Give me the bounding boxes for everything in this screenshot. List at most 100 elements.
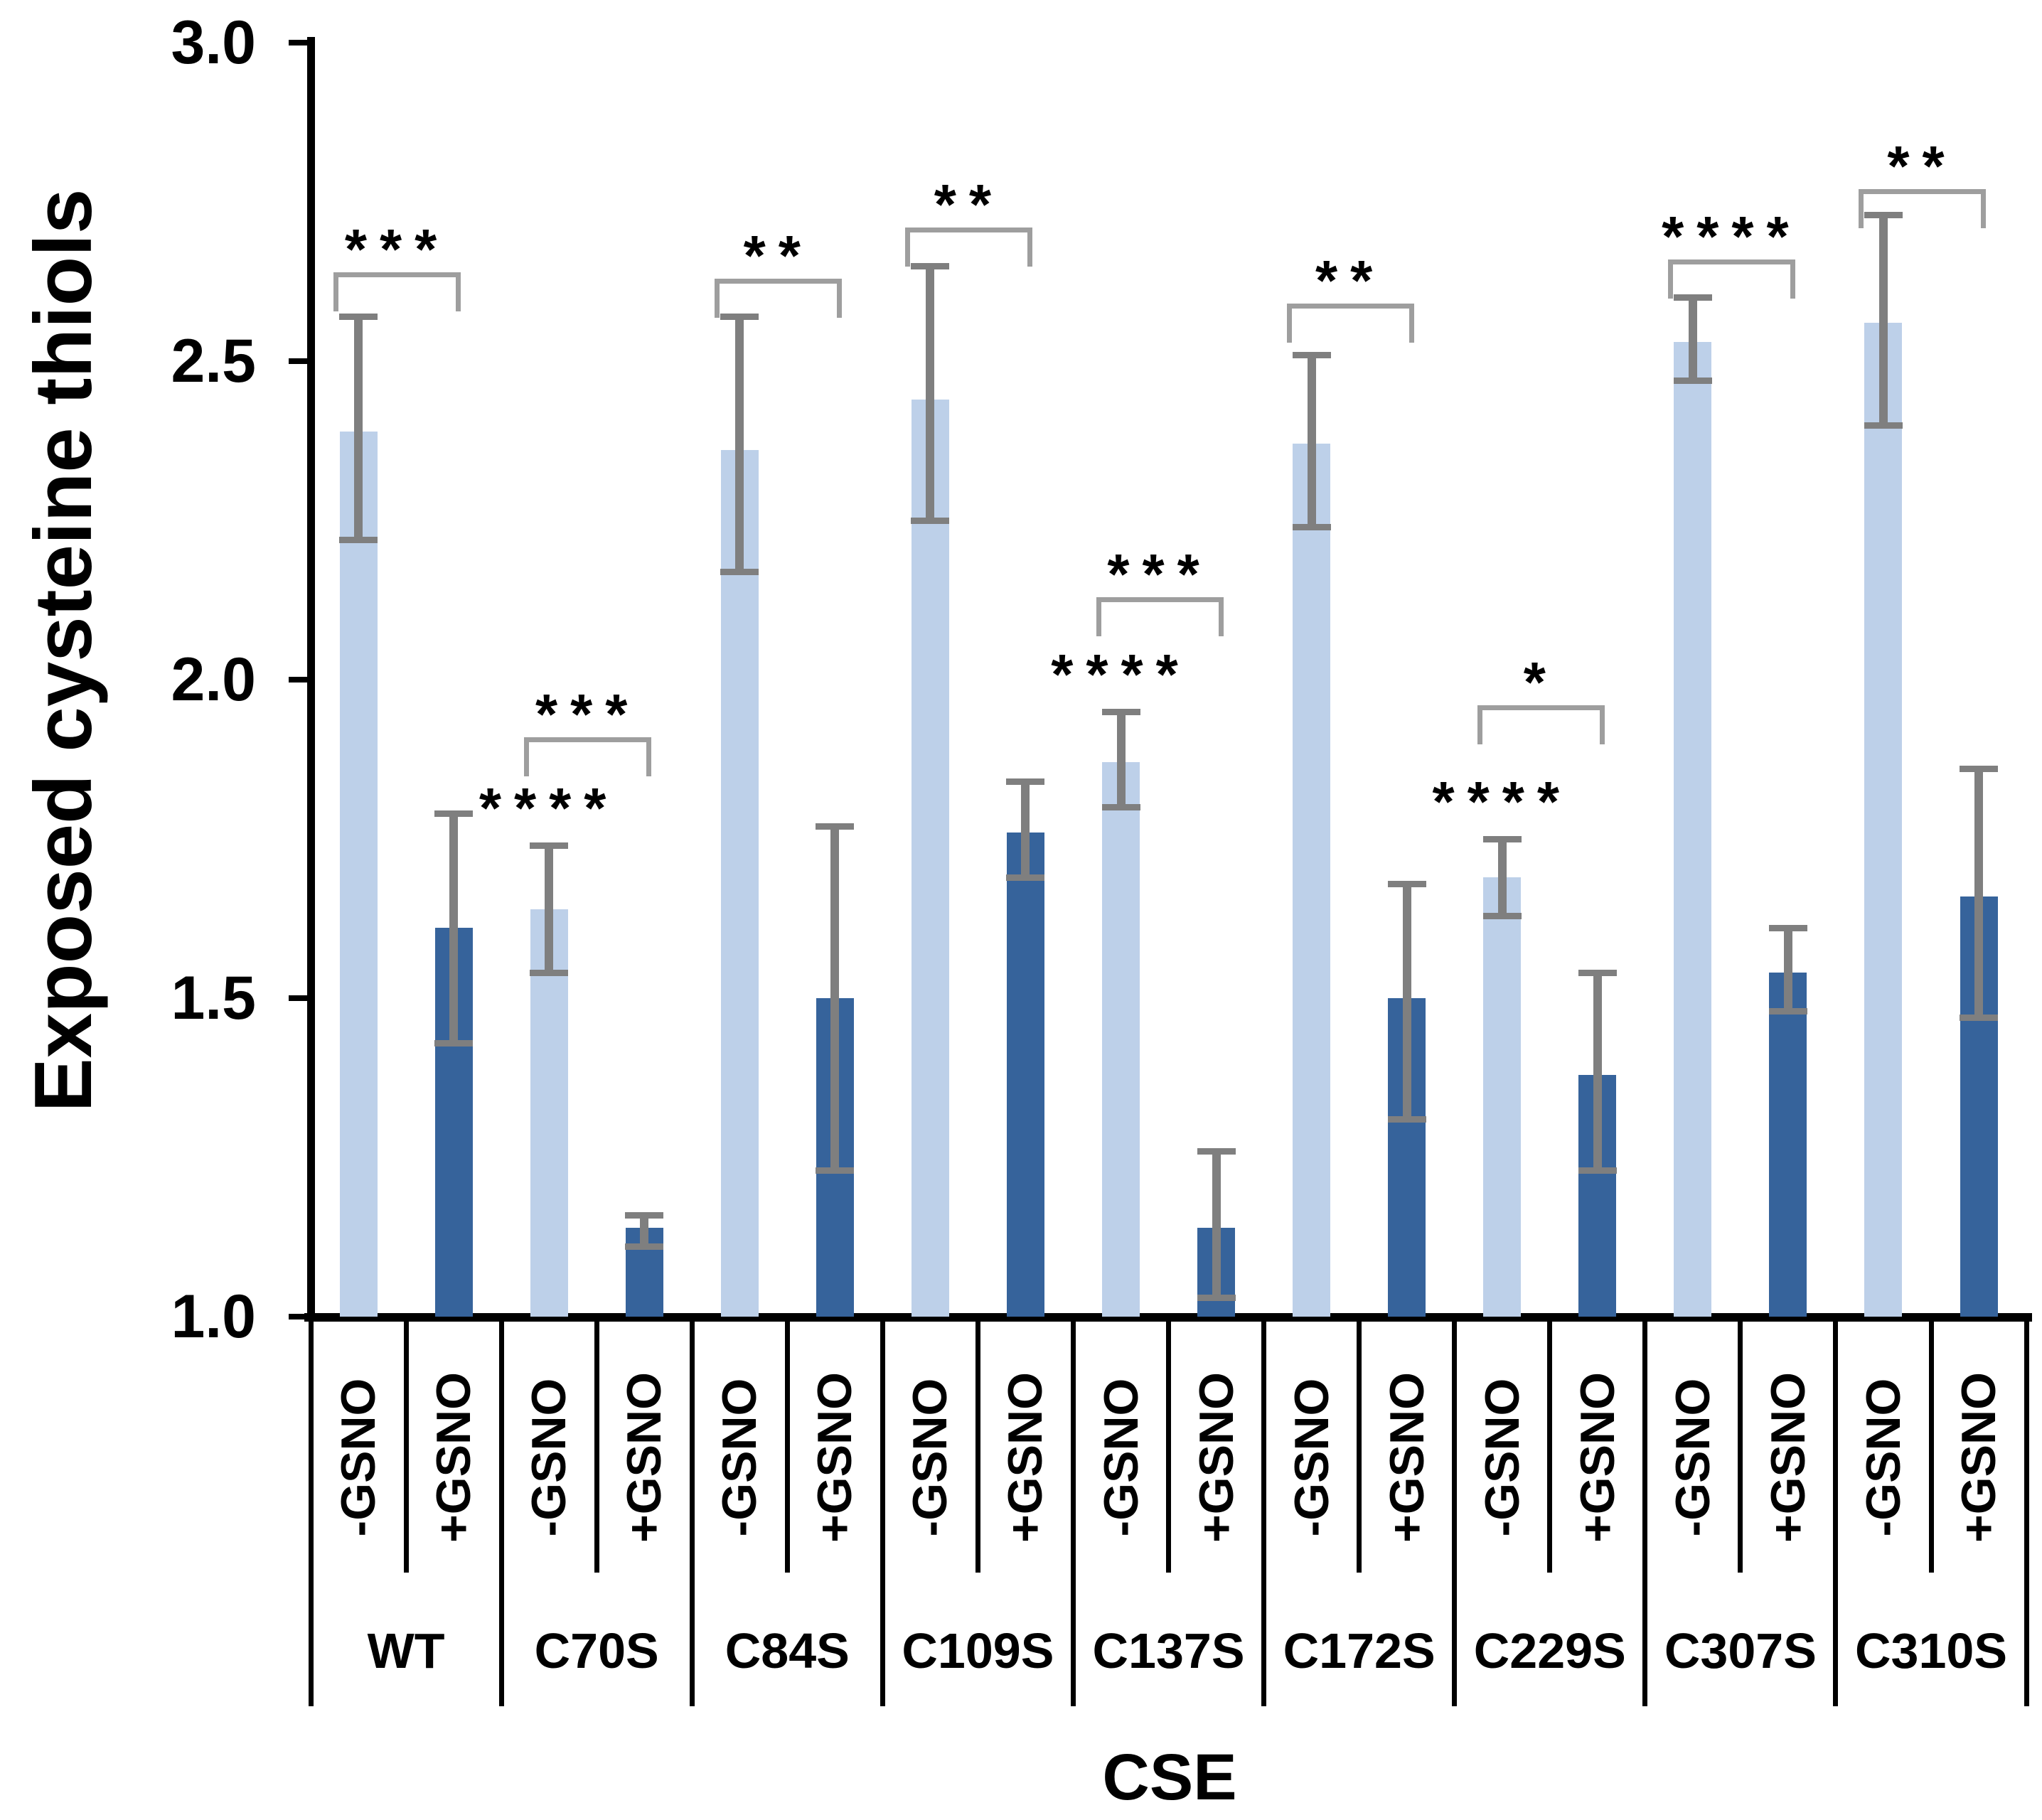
sig-stars-bracket: **** <box>1662 204 1802 268</box>
error-bar-cap-top <box>816 823 855 830</box>
error-bar-cap-top <box>1960 766 1999 773</box>
error-bar-cap-bottom <box>625 1243 664 1251</box>
bar-minus-gsno <box>911 399 949 1317</box>
sig-bracket <box>1477 705 1605 744</box>
error-bar <box>926 265 935 520</box>
bar-minus-gsno <box>1102 762 1140 1317</box>
error-bar-cap-bottom <box>1768 1007 1807 1015</box>
sig-stars-bracket: ** <box>1887 134 1957 198</box>
error-bar-cap-bottom <box>339 536 378 543</box>
group-label: C137S <box>1092 1623 1245 1679</box>
gsno-label: +GSNO <box>427 1372 481 1543</box>
sig-bracket <box>333 272 461 311</box>
y-tick <box>289 358 313 364</box>
group-separator <box>1642 1317 1648 1706</box>
gsno-label: +GSNO <box>617 1372 672 1543</box>
error-bar-cap-top <box>1673 294 1712 301</box>
sig-stars-bracket: *** <box>1107 542 1212 606</box>
error-bar <box>1783 928 1792 1011</box>
sig-stars-bracket: ** <box>934 172 1005 236</box>
gsno-label: +GSNO <box>808 1372 862 1543</box>
error-bar-cap-top <box>530 842 569 849</box>
error-bar-cap-top <box>1101 708 1140 715</box>
bar-minus-gsno <box>339 431 378 1317</box>
error-bar <box>735 316 744 572</box>
error-bar-cap-top <box>1006 778 1045 786</box>
sig-bracket <box>524 737 652 776</box>
error-bar-cap-top <box>1292 352 1331 359</box>
group-separator <box>1261 1317 1267 1706</box>
sig-bracket <box>1096 596 1224 636</box>
error-bar <box>1402 883 1411 1120</box>
error-bar <box>1212 1151 1221 1298</box>
error-bar-cap-top <box>1768 925 1807 932</box>
error-bar-cap-bottom <box>816 1167 855 1174</box>
gsno-label: -GSNO <box>712 1378 767 1537</box>
gsno-label: +GSNO <box>1760 1372 1815 1543</box>
error-bar-cap-bottom <box>1006 874 1045 881</box>
error-bar-cap-bottom <box>1197 1295 1236 1302</box>
error-bar-cap-bottom <box>1578 1167 1617 1174</box>
error-bar-cap-bottom <box>1864 422 1903 429</box>
sig-bracket <box>1286 304 1414 343</box>
y-tick <box>289 995 313 1001</box>
group-label: WT <box>367 1623 445 1679</box>
error-bar <box>1021 781 1030 877</box>
error-bar-cap-top <box>625 1211 664 1219</box>
group-label: C172S <box>1283 1623 1436 1679</box>
error-bar-cap-top <box>1864 211 1903 218</box>
error-bar-cap-bottom <box>1101 804 1140 811</box>
sig-stars-bracket: ** <box>743 223 813 287</box>
group-label: C310S <box>1854 1623 2008 1679</box>
group-label: C229S <box>1473 1623 1626 1679</box>
y-tick-label: 2.0 <box>171 646 256 714</box>
error-bar-cap-bottom <box>720 568 759 575</box>
error-bar <box>830 826 840 1170</box>
group-separator <box>308 1317 314 1706</box>
error-bar-cap-bottom <box>434 1039 474 1046</box>
error-bar <box>1974 769 1984 1017</box>
error-bar-cap-top <box>720 314 759 321</box>
error-bar <box>449 813 459 1043</box>
error-bar-cap-top <box>911 262 950 269</box>
error-bar <box>545 845 554 973</box>
y-tick <box>289 1314 313 1320</box>
group-label: C70S <box>534 1623 659 1679</box>
y-tick-label: 3.0 <box>171 9 256 77</box>
gsno-label: +GSNO <box>1379 1372 1434 1543</box>
bar-minus-gsno <box>530 909 568 1317</box>
error-bar <box>640 1214 649 1247</box>
sig-stars-bar: **** <box>479 776 619 840</box>
gsno-label: -GSNO <box>331 1378 386 1537</box>
gsno-label: +GSNO <box>1570 1372 1625 1543</box>
y-tick <box>289 40 313 46</box>
x-axis-title: CSE <box>1102 1741 1237 1814</box>
column-separator <box>1738 1317 1743 1573</box>
group-separator <box>689 1317 695 1706</box>
error-bar <box>1307 355 1316 527</box>
column-separator <box>1547 1317 1553 1573</box>
error-bar-cap-bottom <box>1387 1116 1426 1123</box>
group-separator <box>1070 1317 1076 1706</box>
group-separator <box>1452 1317 1458 1706</box>
bar-minus-gsno <box>1864 323 1903 1317</box>
sig-stars-bracket: *** <box>344 217 450 281</box>
error-bar <box>1688 297 1697 380</box>
column-separator <box>784 1317 790 1573</box>
bar-minus-gsno <box>1293 444 1331 1317</box>
group-label: C84S <box>725 1623 850 1679</box>
gsno-label: -GSNO <box>1856 1378 1910 1537</box>
error-bar <box>1116 711 1126 808</box>
sig-stars-bar: **** <box>1432 770 1573 833</box>
gsno-label: +GSNO <box>998 1372 1053 1543</box>
error-bar-cap-bottom <box>1960 1014 1999 1021</box>
group-label: C307S <box>1664 1623 1817 1679</box>
gsno-label: +GSNO <box>1189 1372 1244 1543</box>
group-label: C109S <box>902 1623 1054 1679</box>
group-separator <box>2024 1317 2029 1706</box>
gsno-label: +GSNO <box>1952 1372 2006 1543</box>
error-bar-cap-top <box>339 314 378 321</box>
error-bar-cap-top <box>1197 1148 1236 1155</box>
error-bar-cap-bottom <box>1292 523 1331 530</box>
gsno-label: -GSNO <box>1094 1378 1148 1537</box>
